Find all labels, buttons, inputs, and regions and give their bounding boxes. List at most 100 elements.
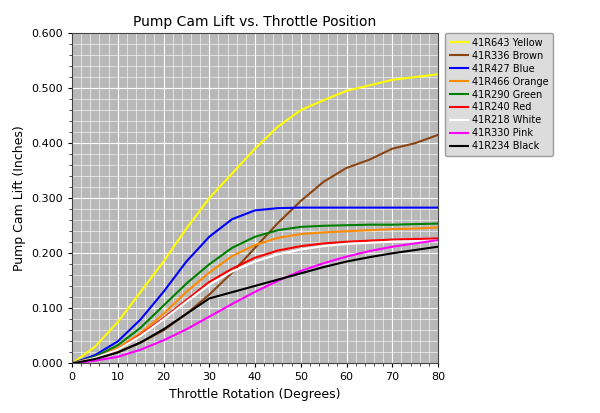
41R330 Pink	[137, 347, 144, 352]
41R330 Pink	[183, 327, 190, 332]
41R427 Blue	[251, 208, 259, 213]
41R466 Orange	[343, 229, 350, 234]
41R240 Red	[160, 316, 167, 321]
41R330 Pink	[274, 278, 281, 283]
41R240 Red	[343, 239, 350, 244]
41R218 White	[297, 247, 304, 252]
41R218 White	[183, 299, 190, 304]
41R218 White	[229, 269, 236, 274]
41R330 Pink	[389, 244, 396, 249]
41R234 Black	[68, 361, 76, 366]
41R336 Brown	[343, 166, 350, 171]
41R218 White	[366, 240, 373, 245]
41R290 Green	[137, 325, 144, 330]
41R290 Green	[434, 221, 442, 226]
41R234 Black	[137, 340, 144, 345]
41R643 Yellow	[251, 146, 259, 151]
41R427 Blue	[366, 205, 373, 210]
41R427 Blue	[229, 217, 236, 222]
41R240 Red	[137, 332, 144, 337]
41R290 Green	[68, 361, 76, 366]
41R240 Red	[434, 236, 442, 241]
41R643 Yellow	[297, 108, 304, 113]
41R466 Orange	[91, 356, 98, 361]
41R643 Yellow	[229, 171, 236, 176]
41R290 Green	[183, 281, 190, 286]
Line: 41R234 Black: 41R234 Black	[72, 247, 438, 363]
41R643 Yellow	[183, 226, 190, 231]
41R643 Yellow	[137, 290, 144, 294]
41R290 Green	[389, 222, 396, 227]
41R336 Brown	[183, 311, 190, 316]
41R290 Green	[366, 222, 373, 227]
41R234 Black	[343, 259, 350, 264]
Legend: 41R643 Yellow, 41R336 Brown, 41R427 Blue, 41R466 Orange, 41R290 Green, 41R240 Re: 41R643 Yellow, 41R336 Brown, 41R427 Blue…	[445, 33, 553, 156]
41R427 Blue	[412, 205, 419, 210]
41R240 Red	[320, 241, 327, 246]
41R427 Blue	[91, 353, 98, 358]
41R218 White	[114, 347, 121, 352]
41R240 Red	[68, 361, 76, 366]
41R290 Green	[320, 223, 327, 228]
41R466 Orange	[320, 230, 327, 235]
41R218 White	[91, 356, 98, 361]
41R218 White	[412, 239, 419, 244]
X-axis label: Throttle Rotation (Degrees): Throttle Rotation (Degrees)	[169, 388, 341, 401]
41R330 Pink	[412, 241, 419, 246]
41R427 Blue	[137, 317, 144, 322]
41R643 Yellow	[389, 77, 396, 82]
Line: 41R643 Yellow: 41R643 Yellow	[72, 74, 438, 363]
41R240 Red	[274, 248, 281, 253]
41R336 Brown	[320, 179, 327, 184]
41R218 White	[389, 239, 396, 244]
41R330 Pink	[251, 290, 259, 294]
41R218 White	[160, 317, 167, 322]
41R330 Pink	[160, 338, 167, 343]
41R290 Green	[114, 343, 121, 348]
41R290 Green	[91, 354, 98, 359]
Line: 41R336 Brown: 41R336 Brown	[72, 135, 438, 363]
41R427 Blue	[434, 205, 442, 210]
41R427 Blue	[114, 339, 121, 344]
Y-axis label: Pump Cam Lift (Inches): Pump Cam Lift (Inches)	[13, 126, 26, 271]
41R336 Brown	[274, 221, 281, 225]
41R643 Yellow	[160, 259, 167, 264]
41R643 Yellow	[320, 98, 327, 103]
Line: 41R218 White: 41R218 White	[72, 241, 438, 363]
41R240 Red	[114, 347, 121, 352]
41R643 Yellow	[343, 88, 350, 93]
41R330 Pink	[229, 301, 236, 306]
41R466 Orange	[389, 227, 396, 232]
41R290 Green	[251, 234, 259, 239]
41R240 Red	[183, 298, 190, 303]
41R427 Blue	[320, 205, 327, 210]
41R466 Orange	[68, 361, 76, 366]
41R336 Brown	[206, 292, 213, 297]
41R240 Red	[251, 255, 259, 260]
41R336 Brown	[114, 350, 121, 355]
41R330 Pink	[206, 314, 213, 319]
41R466 Orange	[160, 311, 167, 316]
41R466 Orange	[137, 331, 144, 336]
41R336 Brown	[68, 361, 76, 366]
41R643 Yellow	[114, 320, 121, 325]
41R234 Black	[183, 311, 190, 316]
41R234 Black	[434, 244, 442, 249]
41R466 Orange	[206, 270, 213, 275]
Line: 41R466 Orange: 41R466 Orange	[72, 228, 438, 363]
41R643 Yellow	[68, 361, 76, 366]
41R234 Black	[206, 296, 213, 301]
Line: 41R240 Red: 41R240 Red	[72, 238, 438, 363]
41R643 Yellow	[274, 124, 281, 129]
41R240 Red	[229, 266, 236, 271]
41R240 Red	[389, 237, 396, 242]
41R234 Black	[366, 255, 373, 260]
41R290 Green	[206, 262, 213, 267]
41R466 Orange	[229, 254, 236, 259]
41R336 Brown	[229, 270, 236, 275]
41R240 Red	[412, 237, 419, 242]
41R240 Red	[206, 280, 213, 285]
41R218 White	[343, 242, 350, 247]
41R234 Black	[412, 247, 419, 252]
41R466 Orange	[114, 346, 121, 351]
